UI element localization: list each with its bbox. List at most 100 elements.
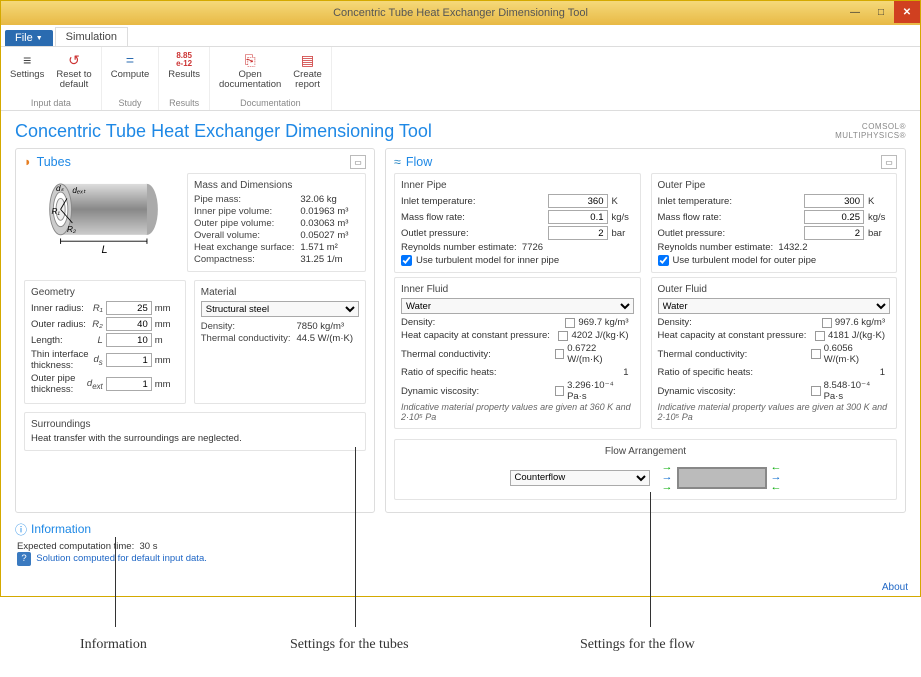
ribbon-group-input-caption: Input data [7,98,95,108]
ribbon-group-results: 8.85e-12 Results Results [159,47,210,110]
material-box: Material Structural steel Density:7850 k… [194,280,366,404]
outer-turb-check[interactable]: Use turbulent model for outer pipe [658,255,891,266]
flow-arrangement-box: Flow Arrangement Counterflow →→→ ←→← [394,439,897,500]
tab-simulation[interactable]: Simulation [55,27,128,46]
ribbon-opendoc-label: Open documentation [219,70,281,90]
outer-pipe-box: Outer Pipe Inlet temperature:K Mass flow… [651,173,898,273]
ect-label: Expected computation time: [17,541,134,552]
ribbon-group-input: ≡ Settings ↺ Reset to default Input data [1,47,102,110]
outer-reynolds: 1432.2 [778,242,807,253]
page-title-row: Concentric Tube Heat Exchanger Dimension… [15,121,906,142]
maximize-button[interactable]: □ [868,1,894,23]
page-body: Concentric Tube Heat Exchanger Dimension… [1,111,920,579]
page-title: Concentric Tube Heat Exchanger Dimension… [15,121,432,142]
callout-tubes: Settings for the tubes [290,637,409,653]
flow-title: ≈ Flow ▭ [394,155,897,169]
report-icon: ▤ [299,51,317,69]
flow-arrangement-header: Flow Arrangement [605,446,686,457]
inner-turb-check[interactable]: Use turbulent model for inner pipe [401,255,634,266]
svg-text:dₛ: dₛ [56,184,65,193]
compute-icon: = [121,51,139,69]
inner-massflow-input[interactable] [548,210,608,224]
ribbon-settings-label: Settings [10,70,44,80]
tubes-icon: ◗ [24,155,32,169]
callout-info: Information [80,637,147,653]
ribbon-group-study-caption: Study [108,98,153,108]
ribbon-reset-label: Reset to default [56,70,91,90]
inner-fluid-header: Inner Fluid [401,284,634,295]
outer-fluid-note: Indicative material property values are … [658,402,891,422]
flow-panel: ≈ Flow ▭ Inner Pipe Inlet temperature:K … [385,148,906,513]
menu-bar: File Simulation [1,25,920,47]
surroundings-box: Surroundings Heat transfer with the surr… [24,412,366,451]
ribbon-results[interactable]: 8.85e-12 Results [165,49,203,82]
inner-pipe-header: Inner Pipe [401,180,634,191]
reset-icon: ↺ [65,51,83,69]
info-icon[interactable] [555,386,564,396]
info-icon[interactable] [565,318,575,328]
info-icon[interactable] [822,318,832,328]
geom-input-1[interactable] [106,317,152,331]
outer-inlet-temp-input[interactable] [804,194,864,208]
info-message[interactable]: Solution computed for default input data… [36,553,207,564]
outer-fluid-select[interactable]: Water [658,298,891,314]
ribbon-opendoc[interactable]: ⎘ Open documentation [216,49,284,92]
window-controls: — □ ✕ [842,1,920,23]
file-menu[interactable]: File [5,30,53,46]
svg-text:R₁: R₁ [52,207,61,216]
mass-dimensions-box: Mass and Dimensions Pipe mass:32.06 kgIn… [187,173,366,272]
ribbon-compute-label: Compute [111,70,150,80]
info-icon[interactable] [558,331,568,341]
flow-expand-button[interactable]: ▭ [881,155,897,169]
info-icon[interactable] [811,386,820,396]
surroundings-text: Heat transfer with the surroundings are … [31,433,359,444]
outer-massflow-input[interactable] [804,210,864,224]
geometry-box: Geometry Inner radius:R₁mmOuter radius:R… [24,280,186,404]
flow-icon: ≈ [394,155,401,169]
outer-outletp-input[interactable] [804,226,864,240]
material-select[interactable]: Structural steel [201,301,359,317]
close-button[interactable]: ✕ [894,1,920,23]
info-icon[interactable] [811,349,820,359]
inner-inlet-temp-input[interactable] [548,194,608,208]
inner-outletp-input[interactable] [548,226,608,240]
ribbon-group-doc: ⎘ Open documentation ▤ Create report Doc… [210,47,332,110]
question-icon: ? [17,552,31,566]
geom-input-4[interactable] [106,377,152,391]
tubes-title: ◗ Tubes ▭ [24,155,366,169]
minimize-button[interactable]: — [842,1,868,23]
about-link[interactable]: About [1,579,920,596]
tubes-expand-button[interactable]: ▭ [350,155,366,169]
inner-fluid-select[interactable]: Water [401,298,634,314]
info-icon[interactable] [815,331,825,341]
outer-pipe-header: Outer Pipe [658,180,891,191]
tubes-panel: ◗ Tubes ▭ [15,148,375,513]
geom-input-2[interactable] [106,333,152,347]
tube-figure: R₁ R₂ dₛ dₑₓₜ L [24,173,179,273]
geom-input-0[interactable] [106,301,152,315]
flow-arrangement-diagram: →→→ ←→← [662,463,782,493]
inner-fluid-note: Indicative material property values are … [401,402,634,422]
ribbon-report[interactable]: ▤ Create report [290,49,325,92]
info-icon: ⓘ [15,521,27,538]
window-title: Concentric Tube Heat Exchanger Dimension… [333,7,588,19]
ect-value: 30 s [140,541,158,552]
mass-dim-header: Mass and Dimensions [194,180,359,191]
ribbon-compute[interactable]: = Compute [108,49,153,82]
surroundings-header: Surroundings [31,419,359,430]
ribbon-reset[interactable]: ↺ Reset to default [53,49,94,92]
outer-fluid-header: Outer Fluid [658,284,891,295]
brand-logo: COMSOL®MULTIPHYSICS® [835,123,906,140]
geometry-header: Geometry [31,287,179,298]
app-window: Concentric Tube Heat Exchanger Dimension… [0,0,921,597]
svg-text:L: L [102,244,108,256]
ribbon-settings[interactable]: ≡ Settings [7,49,47,92]
title-bar: Concentric Tube Heat Exchanger Dimension… [1,1,920,25]
svg-text:R₂: R₂ [67,225,77,234]
geom-input-3[interactable] [106,353,152,367]
callout-flow: Settings for the flow [580,637,695,653]
info-icon[interactable] [555,349,564,359]
settings-icon: ≡ [18,51,36,69]
flow-arrangement-select[interactable]: Counterflow [510,470,650,486]
ribbon: ≡ Settings ↺ Reset to default Input data… [1,47,920,111]
